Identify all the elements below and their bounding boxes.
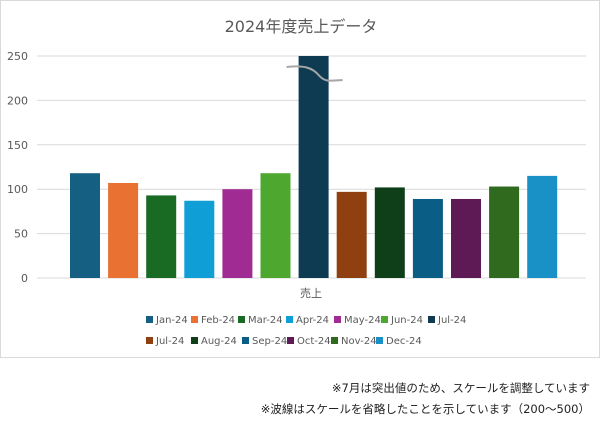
footnote-scale-adjusted: ※7月は突出値のため、スケールを調整しています xyxy=(331,381,590,395)
legend-swatch xyxy=(286,316,293,323)
legend-swatch xyxy=(191,337,198,344)
legend-swatch xyxy=(191,316,198,323)
legend-swatch xyxy=(334,316,341,323)
legend-swatch xyxy=(381,316,388,323)
y-tick-label: 0 xyxy=(21,272,28,285)
bar-aug-24-8 xyxy=(374,187,405,278)
chart-frame: 2024年度売上データ 0 50 100 150 200 250 売上 Jan-24 Feb-24… xyxy=(0,0,600,358)
chart-title: 2024年度売上データ xyxy=(225,17,378,36)
bar-may-24-4 xyxy=(222,189,253,278)
legend-label: Mar-24 xyxy=(248,315,283,326)
bar-jun-24-5 xyxy=(260,173,291,278)
x-category-label: 売上 xyxy=(300,287,322,300)
bar-nov-24-11 xyxy=(489,186,520,278)
bar-chart: 2024年度売上データ 0 50 100 150 200 250 売上 Jan-24 Feb-24… xyxy=(7,17,586,347)
legend-label: Sep-24 xyxy=(252,336,287,347)
footnote-axis-break: ※波線はスケールを省略したことを示しています（200～500） xyxy=(260,402,590,416)
legend-swatch xyxy=(428,316,435,323)
y-tick-label: 250 xyxy=(7,50,28,63)
bar-mar-24-2 xyxy=(146,195,177,278)
legend-label: Dec-24 xyxy=(386,336,422,347)
legend-label: Apr-24 xyxy=(296,315,329,326)
legend-label: Jun-24 xyxy=(390,315,423,326)
bar-apr-24-3 xyxy=(184,200,215,278)
legend-label: Nov-24 xyxy=(341,336,377,347)
legend-swatch xyxy=(238,316,245,323)
legend-label: Jul-24 xyxy=(155,336,184,347)
bar-feb-24-1 xyxy=(108,182,139,278)
legend-label: Jan-24 xyxy=(155,315,188,326)
legend-swatch xyxy=(146,316,153,323)
legend-swatch xyxy=(146,337,153,344)
legend-swatch xyxy=(242,337,249,344)
legend-label: May-24 xyxy=(344,315,381,326)
legend-label: Feb-24 xyxy=(201,315,235,326)
legend-label: Jul-24 xyxy=(437,315,466,326)
legend-swatch xyxy=(376,337,383,344)
bar-jul-24-6 xyxy=(298,56,329,278)
footnotes: ※7月は突出値のため、スケールを調整しています ※波線はスケールを省略したことを… xyxy=(261,378,590,420)
axis-break-wave xyxy=(286,65,343,82)
bar-jan-24-0 xyxy=(70,173,100,278)
y-tick-label: 50 xyxy=(14,228,28,241)
legend-swatch xyxy=(331,337,338,344)
bar-jul-24-7 xyxy=(336,191,367,278)
legend-swatch xyxy=(287,337,294,344)
legend-label: Aug-24 xyxy=(201,336,237,347)
bar-oct-24-10 xyxy=(451,198,481,278)
bar-dec-24-12 xyxy=(527,175,558,278)
y-tick-label: 200 xyxy=(7,94,28,107)
y-tick-label: 150 xyxy=(7,139,28,152)
bar-sep-24-9 xyxy=(412,198,443,278)
legend-label: Oct-24 xyxy=(297,336,331,347)
y-tick-label: 100 xyxy=(7,183,28,196)
